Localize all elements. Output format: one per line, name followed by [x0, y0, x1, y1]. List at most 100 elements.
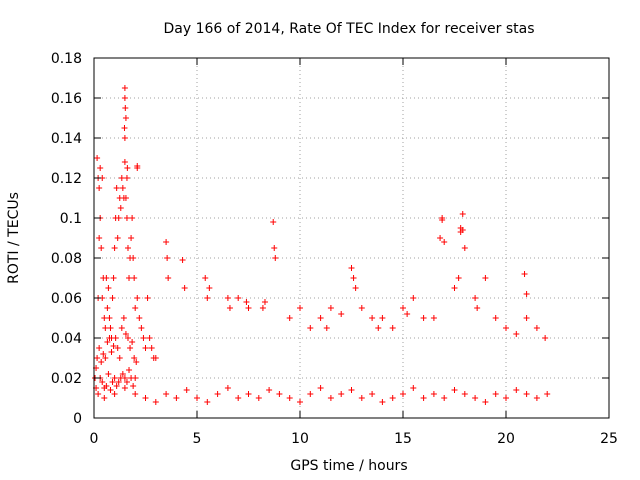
- data-point: [163, 391, 170, 397]
- data-point: [492, 315, 499, 321]
- data-point: [439, 217, 446, 223]
- data-point: [410, 385, 417, 391]
- grid-lines: [94, 58, 609, 418]
- data-point: [115, 215, 122, 221]
- data-point: [113, 383, 120, 389]
- data-point: [271, 245, 278, 251]
- data-point: [126, 275, 133, 281]
- data-point: [102, 355, 109, 361]
- x-tick-label: 15: [394, 431, 412, 447]
- x-tick-label: 0: [90, 431, 99, 447]
- data-point: [111, 245, 118, 251]
- data-point: [120, 315, 127, 321]
- data-point: [130, 255, 137, 261]
- data-point: [542, 335, 549, 341]
- data-point: [163, 239, 170, 245]
- data-point: [115, 379, 122, 385]
- y-tick-label: 0.16: [51, 91, 82, 107]
- data-point: [101, 315, 108, 321]
- data-point: [400, 391, 406, 397]
- data-point: [98, 359, 105, 365]
- data-point: [455, 275, 462, 281]
- data-point: [122, 195, 129, 201]
- data-point: [358, 395, 365, 401]
- y-tick-label: 0.14: [51, 131, 82, 147]
- data-point: [128, 235, 135, 241]
- data-point: [272, 255, 279, 261]
- data-point: [474, 305, 481, 311]
- data-point: [105, 371, 112, 377]
- data-point: [521, 271, 528, 277]
- data-point: [152, 355, 159, 361]
- data-point: [379, 315, 386, 321]
- data-point: [317, 385, 324, 391]
- y-axis-ticks: 0 0.02 0.04 0.06 0.08 0.1 0.12 0.14 0.16 0.18: [51, 51, 609, 427]
- data-point: [124, 165, 131, 171]
- data-point: [129, 339, 136, 345]
- data-point: [96, 185, 103, 191]
- data-point: [214, 391, 221, 397]
- data-point: [513, 387, 520, 393]
- data-point: [138, 325, 145, 331]
- data-point: [235, 295, 242, 301]
- x-axis-label: GPS time / hours: [290, 458, 407, 474]
- data-point: [96, 345, 103, 351]
- x-tick-label: 20: [497, 431, 515, 447]
- data-point: [451, 387, 458, 393]
- data-point: [136, 315, 143, 321]
- data-point: [358, 305, 365, 311]
- data-point: [523, 291, 530, 297]
- data-point: [400, 305, 406, 311]
- data-point: [513, 331, 520, 337]
- data-point: [96, 235, 103, 241]
- data-point: [179, 257, 186, 263]
- y-axis-label: ROTI / TECUs: [6, 192, 22, 284]
- data-point: [492, 391, 499, 397]
- data-point: [142, 395, 149, 401]
- data-point: [110, 343, 117, 349]
- data-point: [112, 335, 119, 341]
- data-point: [286, 315, 293, 321]
- plot-frame: [93, 57, 610, 419]
- data-point: [245, 391, 252, 397]
- data-point: [109, 379, 116, 385]
- data-point: [114, 345, 121, 351]
- data-point: [116, 355, 123, 361]
- data-point: [122, 115, 129, 121]
- data-point: [111, 375, 118, 381]
- data-point: [152, 399, 159, 405]
- data-point: [410, 295, 417, 301]
- data-point: [131, 275, 138, 281]
- data-point: [533, 395, 540, 401]
- data-point: [472, 295, 479, 301]
- data-point: [451, 285, 458, 291]
- y-tick-label: 0.06: [51, 291, 82, 307]
- data-point: [430, 391, 437, 397]
- data-point: [255, 395, 262, 401]
- data-point: [224, 295, 231, 301]
- data-point: [121, 375, 128, 381]
- data-point: [523, 391, 530, 397]
- data-point: [123, 175, 130, 181]
- data-point: [132, 375, 139, 381]
- data-point: [350, 275, 357, 281]
- data-point: [129, 215, 136, 221]
- data-point: [441, 239, 448, 245]
- data-point: [132, 391, 139, 397]
- data-point: [276, 391, 283, 397]
- data-point: [146, 335, 153, 341]
- data-point: [459, 227, 466, 233]
- data-point: [104, 305, 111, 311]
- data-point: [109, 295, 116, 301]
- data-point: [127, 345, 134, 351]
- data-point: [348, 387, 355, 393]
- x-tick-label: 10: [291, 431, 309, 447]
- data-point: [327, 395, 334, 401]
- data-point: [118, 325, 125, 331]
- data-point: [235, 395, 242, 401]
- data-point: [131, 355, 138, 361]
- data-point: [132, 305, 139, 311]
- data-point: [134, 165, 141, 171]
- data-point: [122, 105, 129, 111]
